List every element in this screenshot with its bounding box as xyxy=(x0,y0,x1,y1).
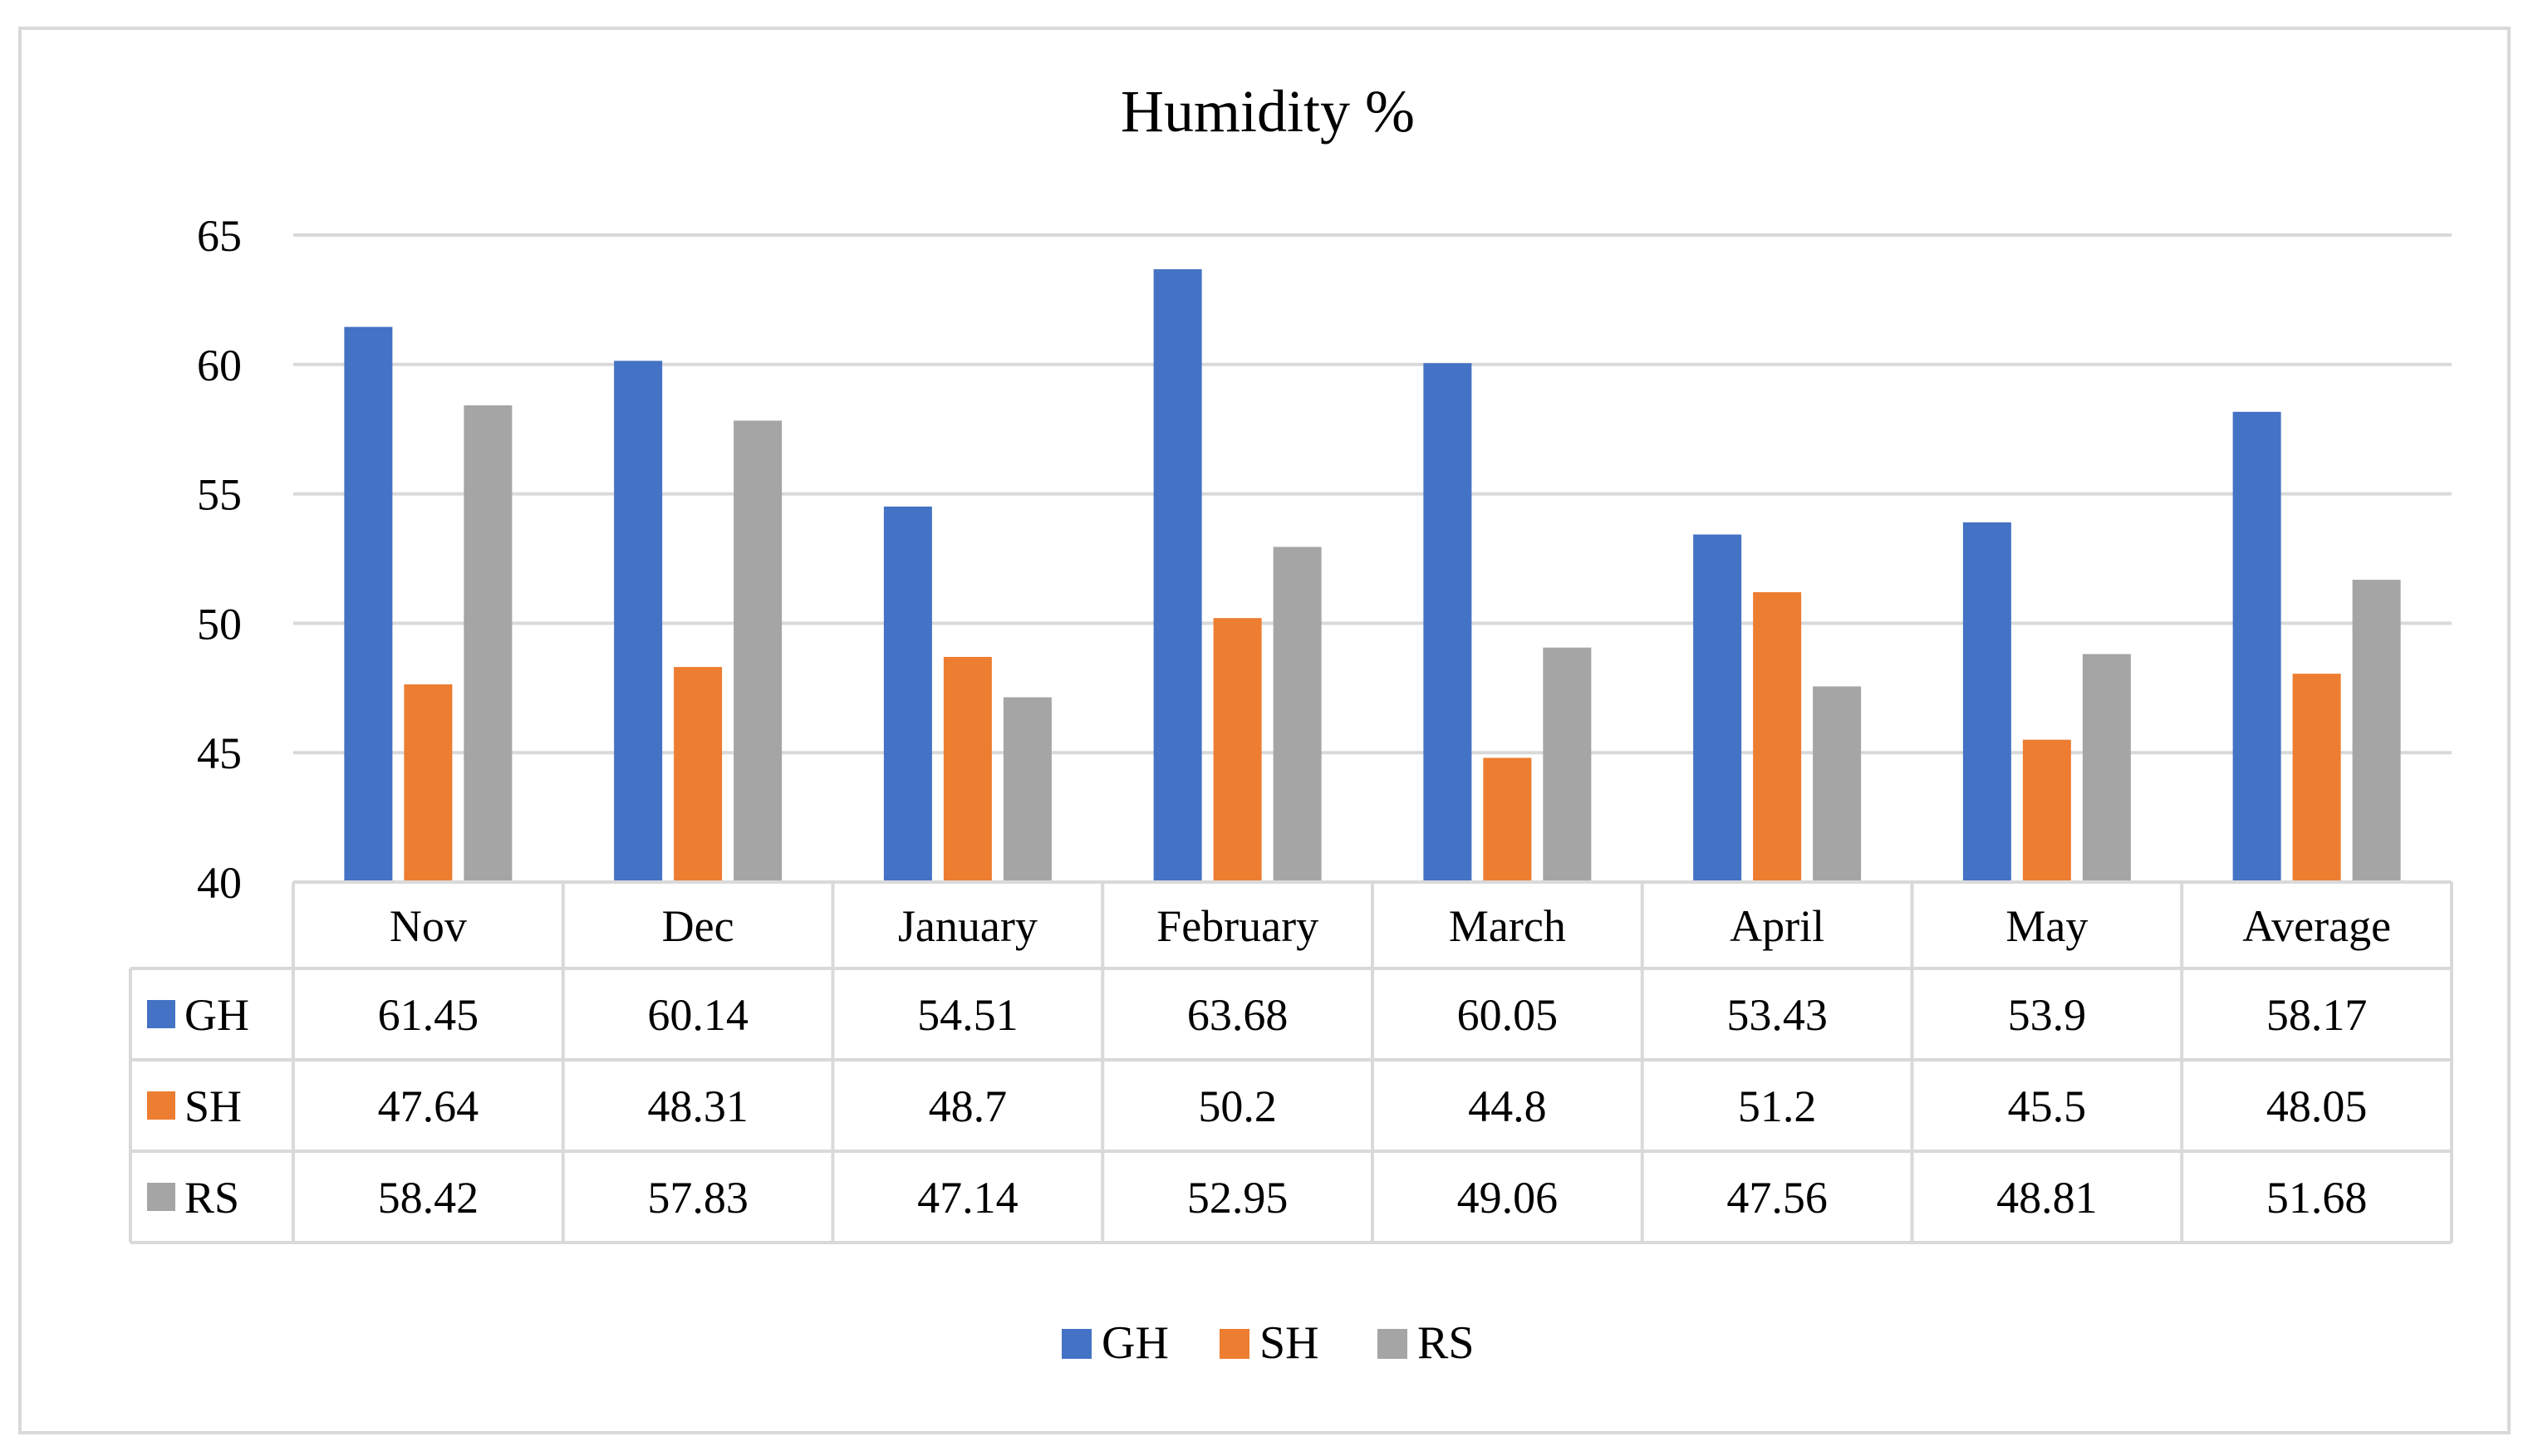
table-cell-value: 51.2 xyxy=(1738,1081,1817,1131)
table-cell-value: 54.51 xyxy=(917,990,1019,1040)
table-legend-key-gh xyxy=(147,1000,175,1028)
bar-gh xyxy=(1423,363,1472,882)
bar-gh xyxy=(344,326,393,882)
bar-rs xyxy=(734,420,783,882)
y-tick-label: 40 xyxy=(197,858,242,908)
table-cell-value: 63.68 xyxy=(1187,990,1289,1040)
table-cell-value: 45.5 xyxy=(2008,1081,2087,1131)
x-tick-label: March xyxy=(1449,901,1566,951)
legend-label: GH xyxy=(1102,1317,1169,1369)
y-tick-label: 45 xyxy=(197,728,242,778)
table-cell-value: 61.45 xyxy=(378,990,479,1040)
legend-label: SH xyxy=(1259,1317,1319,1369)
table-cell-value: 50.2 xyxy=(1198,1081,1277,1131)
bar-rs xyxy=(1543,647,1592,882)
chart-frame: Humidity % 40 45 50 55 60 65 Nov Dec January Feb… xyxy=(18,27,2511,1434)
bar-rs xyxy=(2082,654,2131,882)
table-cell-value: 53.43 xyxy=(1726,990,1828,1040)
table-cell-value: 47.14 xyxy=(917,1173,1019,1223)
x-tick-label: Average xyxy=(2242,901,2391,951)
table-cell-value: 58.17 xyxy=(2266,990,2368,1040)
legend-swatch-sh xyxy=(1220,1329,1249,1359)
y-tick-label: 50 xyxy=(197,599,242,649)
y-tick-label: 65 xyxy=(197,211,242,261)
table-cell-value: 60.14 xyxy=(647,990,749,1040)
bars xyxy=(344,269,2401,882)
table-legend-key-sh xyxy=(147,1091,175,1120)
bar-sh xyxy=(1213,618,1262,882)
bar-rs xyxy=(464,405,513,882)
y-tick-label: 60 xyxy=(197,341,242,390)
table-cell-value: 44.8 xyxy=(1468,1081,1547,1131)
table-legend-key-rs xyxy=(147,1183,175,1211)
bar-rs xyxy=(2352,580,2401,882)
bar-gh xyxy=(1693,534,1742,882)
bar-sh xyxy=(943,656,992,882)
table-cell-value: 60.05 xyxy=(1457,990,1559,1040)
bar-sh xyxy=(674,667,723,882)
x-tick-label: February xyxy=(1156,901,1318,951)
x-tick-label: April xyxy=(1730,901,1824,951)
legend-swatch-gh xyxy=(1062,1329,1092,1359)
table-cell-value: 52.95 xyxy=(1187,1173,1289,1223)
x-tick-label: Nov xyxy=(390,901,467,951)
legend: GH SH RS xyxy=(1062,1317,1475,1369)
table-cell-value: 49.06 xyxy=(1457,1173,1559,1223)
table-cell-value: 48.81 xyxy=(1996,1173,2098,1223)
bar-rs xyxy=(1003,697,1052,882)
table-cell-value: 48.7 xyxy=(929,1081,1008,1131)
x-tick-label: January xyxy=(898,901,1038,951)
table-row-label: RS xyxy=(184,1173,239,1223)
x-tick-label: May xyxy=(2005,901,2088,951)
table-row-label: GH xyxy=(184,990,249,1040)
bar-sh xyxy=(1483,757,1532,882)
x-tick-label: Dec xyxy=(662,901,734,951)
table-cell-value: 48.31 xyxy=(647,1081,749,1131)
bar-gh xyxy=(2232,411,2281,882)
bar-sh xyxy=(2292,674,2341,882)
bar-gh xyxy=(883,506,932,882)
bar-gh xyxy=(1153,269,1202,882)
bar-rs xyxy=(1813,686,1862,882)
table-cell-value: 48.05 xyxy=(2266,1081,2368,1131)
legend-label: RS xyxy=(1417,1317,1475,1369)
chart-canvas: Humidity % 40 45 50 55 60 65 Nov Dec January Feb… xyxy=(129,78,2453,1369)
legend-swatch-rs xyxy=(1377,1329,1407,1359)
table-cell-value: 47.56 xyxy=(1726,1173,1828,1223)
table-cell-value: 57.83 xyxy=(647,1173,749,1223)
y-axis-labels: 40 45 50 55 60 65 xyxy=(197,211,242,908)
table-cell-value: 53.9 xyxy=(2008,990,2087,1040)
table-cell-value: 47.64 xyxy=(378,1081,479,1131)
bar-gh xyxy=(1962,522,2011,882)
table-row-label: SH xyxy=(184,1081,242,1131)
y-tick-label: 55 xyxy=(197,470,242,520)
bar-gh xyxy=(614,360,663,882)
chart-title: Humidity % xyxy=(1121,78,1415,145)
bar-sh xyxy=(2022,739,2071,882)
bar-sh xyxy=(404,684,453,882)
bar-sh xyxy=(1753,592,1802,882)
data-table: Nov Dec January February March April May Averag… xyxy=(129,880,2453,1244)
table-cell-value: 51.68 xyxy=(2266,1173,2368,1223)
bar-rs xyxy=(1273,547,1322,882)
table-cell-value: 58.42 xyxy=(378,1173,479,1223)
